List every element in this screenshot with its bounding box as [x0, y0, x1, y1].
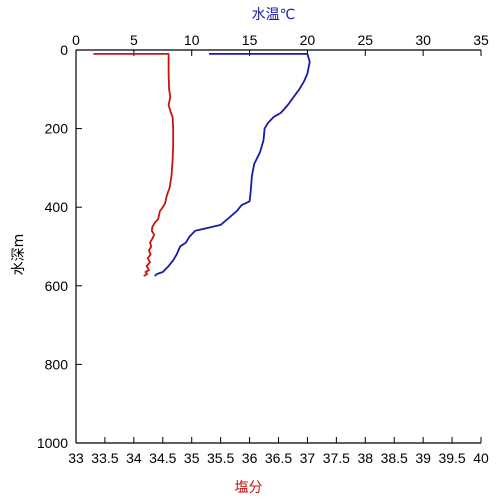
top-tick-label: 15 [242, 32, 258, 48]
left-tick-label: 800 [45, 356, 69, 372]
bottom-tick-label: 36 [242, 450, 258, 466]
bottom-tick-label: 34.5 [149, 450, 176, 466]
series-group [93, 53, 311, 277]
tick-labels: 0 5 10 15 20 25 30 35 33 33.5 34 34.5 35 35.5 36 36.5 37… [37, 32, 489, 466]
bottom-tick-label: 39 [415, 450, 431, 466]
bottom-tick-label: 35 [184, 450, 200, 466]
top-tick-label: 20 [300, 32, 316, 48]
left-tick-label: 600 [45, 278, 69, 294]
salinity-profile-line [93, 53, 175, 277]
bottom-tick-label: 34 [126, 450, 142, 466]
bottom-tick-label: 39.5 [438, 450, 465, 466]
bottom-tick-label: 35.5 [207, 450, 234, 466]
left-tick-label: 200 [45, 121, 69, 137]
bottom-tick-label: 38.5 [381, 450, 408, 466]
bottom-tick-label: 36.5 [265, 450, 292, 466]
top-axis-title: 水温℃ [252, 7, 296, 23]
temperature-profile-line [154, 53, 311, 277]
top-tick-label: 0 [72, 32, 80, 48]
bottom-tick-label: 40 [473, 450, 489, 466]
left-axis-title: 水深m [11, 234, 27, 276]
bottom-tick-label: 37 [300, 450, 316, 466]
top-tick-label: 5 [130, 32, 138, 48]
left-tick-label: 400 [45, 199, 69, 215]
left-tick-label: 0 [60, 42, 68, 58]
bottom-tick-label: 33.5 [91, 450, 118, 466]
bottom-axis-title: 塩分 [235, 480, 263, 496]
bottom-tick-label: 37.5 [323, 450, 350, 466]
top-tick-label: 10 [184, 32, 200, 48]
bottom-tick-label: 33 [68, 450, 84, 466]
bottom-tick-label: 38 [357, 450, 373, 466]
top-tick-label: 30 [415, 32, 431, 48]
left-tick-label: 1000 [37, 435, 68, 451]
top-tick-label: 35 [473, 32, 489, 48]
top-tick-label: 25 [357, 32, 373, 48]
axes [75, 49, 482, 444]
